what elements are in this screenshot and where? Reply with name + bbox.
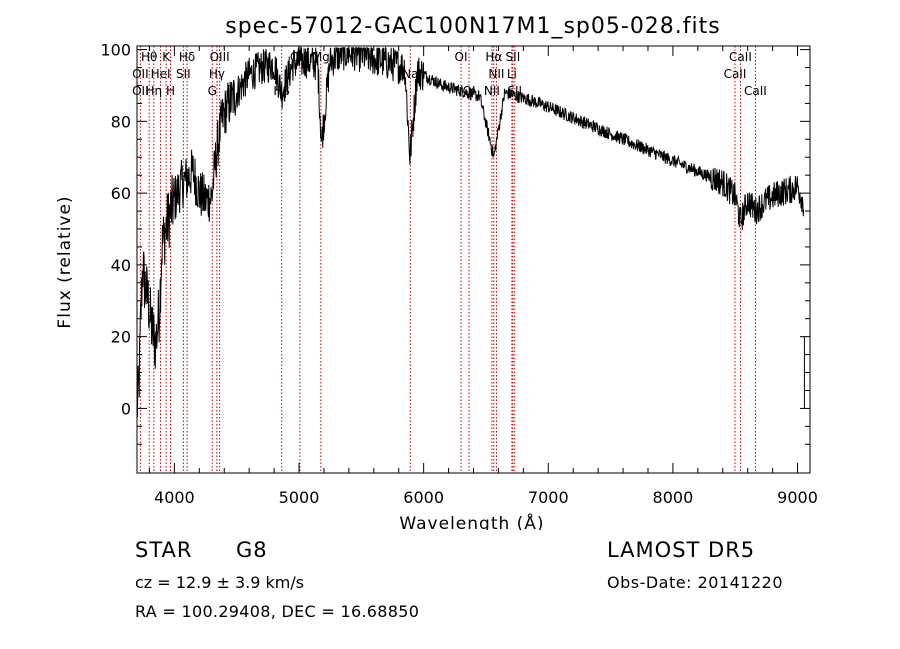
- line-label-11: G: [208, 84, 217, 98]
- spectrum-chart: spec-57012-GAC100N17M1_sp05-028.fits Flu…: [55, 14, 818, 530]
- y-tick-label-3: 60: [111, 184, 131, 203]
- object-class: G8: [236, 538, 268, 562]
- object-type: STAR: [135, 538, 193, 562]
- line-label-13: Hβ: [273, 84, 290, 98]
- redshift-readout: cz = 12.9 ± 3.9 km/s: [135, 573, 305, 592]
- line-label-20: NII: [484, 84, 500, 98]
- line-label-21: SII: [506, 50, 521, 64]
- line-label-16: OI: [455, 50, 468, 64]
- survey-name: LAMOST DR5: [607, 538, 756, 562]
- line-label-22: Li: [507, 67, 517, 81]
- line-label-14: Mg: [312, 50, 330, 64]
- coordinates-readout: RA = 100.29408, DEC = 16.68850: [135, 602, 420, 621]
- line-label-26: CaII: [744, 84, 767, 98]
- x-tick-label-5: 9000: [777, 488, 818, 507]
- line-label-group: HθOIIOIIKHeIHηHδSIIHOIIIHγGOIIIHβMgNaOIO…: [132, 50, 767, 98]
- x-tick-label-0: 4000: [154, 488, 195, 507]
- chart-title: spec-57012-GAC100N17M1_sp05-028.fits: [225, 14, 721, 39]
- line-label-0: Hθ: [141, 50, 157, 64]
- x-axis-label: Wavelength (Å): [399, 512, 544, 530]
- y-tick-label-2: 40: [111, 256, 131, 275]
- observation-date: Obs-Date: 20141220: [607, 573, 784, 592]
- plot-frame: [136, 45, 811, 474]
- line-label-24: CaII: [729, 50, 752, 64]
- x-tick-label-3: 7000: [528, 488, 569, 507]
- y-tick-label-4: 80: [111, 112, 131, 131]
- plot-border: [136, 45, 811, 474]
- line-label-18: Hα: [485, 50, 502, 64]
- line-label-23: SII: [507, 84, 522, 98]
- line-label-3: K: [162, 50, 171, 64]
- spectrum-line: [136, 46, 805, 418]
- line-label-5: Hη: [146, 84, 163, 98]
- line-label-4: HeI: [151, 67, 171, 81]
- axis-ticks: 4000 5000 6000 7000 8000 9000 0 20 40 60 80 100: [100, 41, 817, 507]
- line-label-7: SII: [176, 67, 191, 81]
- line-label-12: OIII: [290, 50, 310, 64]
- y-axis-label: Flux (relative): [55, 195, 75, 328]
- x-tick-label-1: 5000: [279, 488, 320, 507]
- line-label-17: OI: [463, 84, 476, 98]
- x-tick-label-4: 8000: [653, 488, 694, 507]
- line-label-1: OII: [132, 67, 149, 81]
- spectrum-series: [136, 46, 805, 418]
- line-label-25: CaII: [724, 67, 747, 81]
- x-tick-label-2: 6000: [403, 488, 444, 507]
- line-label-10: Hγ: [209, 67, 225, 81]
- line-label-6: Hδ: [179, 50, 195, 64]
- line-label-19: NII: [488, 67, 504, 81]
- y-tick-label-0: 0: [121, 399, 131, 418]
- line-label-15: Na: [402, 67, 418, 81]
- y-tick-label-1: 20: [111, 328, 131, 347]
- line-label-9: OIII: [210, 50, 230, 64]
- line-label-8: H: [166, 84, 175, 98]
- y-tick-label-5: 100: [100, 41, 131, 60]
- line-label-2: OII: [132, 84, 149, 98]
